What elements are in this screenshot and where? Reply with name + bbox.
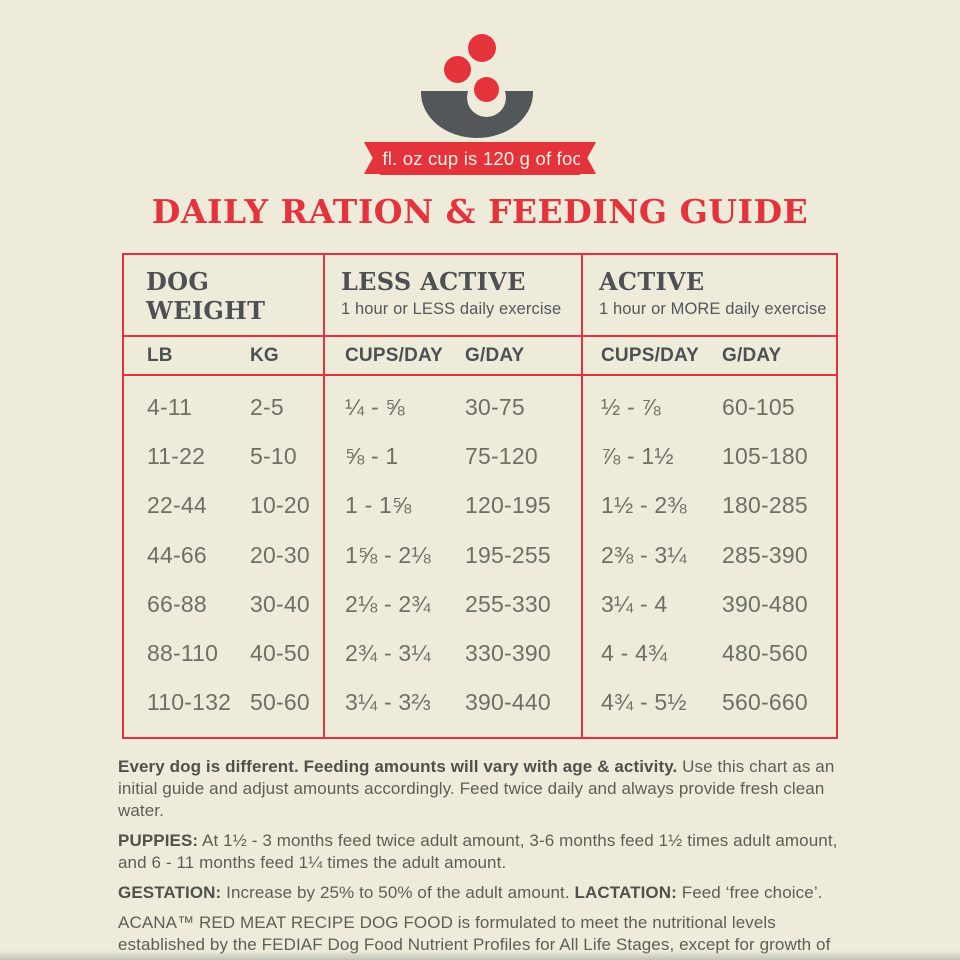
note-puppies: PUPPIES: At 1½ - 3 months feed twice adu…	[118, 830, 850, 874]
cell-kg: 10-20	[250, 492, 310, 519]
cell-kg: 20-30	[250, 541, 310, 568]
cell-a-cups: 1½ - 2⅜	[601, 492, 687, 519]
note-lead: PUPPIES:	[118, 831, 199, 850]
cell-la-cups: ¼ - ⅝	[345, 394, 405, 421]
note-text: Use this chart as an initial guide and a…	[118, 757, 835, 820]
column-group-active: ACTIVE 1 hour or MORE daily exercise	[599, 267, 827, 319]
note-lead: LACTATION:	[574, 883, 677, 902]
cell-la-g: 330-390	[465, 639, 551, 666]
table-divider	[124, 335, 836, 337]
cell-la-g: 75-120	[465, 443, 538, 470]
column-header-kg: KG	[250, 345, 279, 366]
cell-lb: 22-44	[147, 492, 207, 519]
note-lead: Every dog is different. Feeding amounts …	[118, 757, 678, 776]
table-row: 11-22 5-10 ⅝ - 1 75-120 ⅞ - 1½ 105-180	[124, 432, 836, 480]
cell-la-cups: 2⅛ - 2¾	[345, 590, 431, 617]
cell-la-g: 195-255	[465, 541, 551, 568]
note-nutrition-statement: ACANA™ RED MEAT RECIPE DOG FOOD is formu…	[118, 912, 850, 960]
column-group-dog-weight: DOG WEIGHT	[146, 267, 296, 325]
cell-a-g: 180-285	[722, 492, 808, 519]
cell-kg: 5-10	[250, 443, 297, 470]
cell-kg: 30-40	[250, 590, 310, 617]
table-row: 66-88 30-40 2⅛ - 2¾ 255-330 3¼ - 4 390-4…	[124, 580, 836, 628]
cell-a-g: 390-480	[722, 590, 808, 617]
column-header-cups-day: CUPS/DAY	[345, 345, 444, 366]
cell-la-g: 120-195	[465, 492, 551, 519]
note-gestation-lactation: GESTATION: Increase by 25% to 50% of the…	[118, 882, 850, 904]
cup-measure-ribbon: 8 fl. oz cup is 120 g of food	[367, 142, 593, 175]
cell-a-cups: ½ - ⅞	[601, 394, 661, 421]
table-divider	[581, 255, 583, 737]
group-title: ACTIVE	[599, 267, 705, 296]
page-title: DAILY RATION & FEEDING GUIDE	[151, 192, 809, 231]
cell-a-cups: 3¼ - 4	[601, 590, 668, 617]
cell-la-cups: 2¾ - 3¼	[345, 639, 431, 666]
kibble-icon	[468, 34, 496, 62]
table-row: 22-44 10-20 1 - 1⅝ 120-195 1½ - 2⅜ 180-2…	[124, 481, 836, 529]
note-lead: GESTATION:	[118, 883, 222, 902]
cell-la-g: 390-440	[465, 688, 551, 715]
table-body: 4-11 2-5 ¼ - ⅝ 30-75 ½ - ⅞ 60-105 11-22 …	[124, 376, 836, 739]
table-row: 110-132 50-60 3¼ - 3⅔ 390-440 4¾ - 5½ 56…	[124, 678, 836, 726]
cell-a-g: 105-180	[722, 443, 808, 470]
cell-a-g: 480-560	[722, 639, 808, 666]
cell-la-g: 30-75	[465, 394, 525, 421]
column-header-lb: LB	[147, 345, 173, 366]
group-title: LESS ACTIVE	[341, 267, 526, 296]
cell-la-cups: 1 - 1⅝	[345, 492, 412, 519]
group-title: DOG WEIGHT	[146, 267, 266, 325]
note-text: At 1½ - 3 months feed twice adult amount…	[118, 831, 838, 872]
kibble-icon	[444, 56, 471, 83]
column-header-cups-day: CUPS/DAY	[601, 345, 700, 366]
cell-lb: 66-88	[147, 590, 207, 617]
ribbon-text: 8 fl. oz cup is 120 g of food	[366, 147, 594, 169]
table-divider	[323, 255, 325, 737]
column-group-less-active: LESS ACTIVE 1 hour or LESS daily exercis…	[341, 267, 561, 319]
cell-lb: 11-22	[147, 443, 206, 470]
cell-a-g: 60-105	[722, 394, 795, 421]
table-row: 44-66 20-30 1⅝ - 2⅛ 195-255 2⅜ - 3¼ 285-…	[124, 531, 836, 579]
column-header-g-day: G/DAY	[722, 345, 782, 366]
group-subtitle: 1 hour or MORE daily exercise	[599, 300, 827, 318]
table-row: 88-110 40-50 2¾ - 3¼ 330-390 4 - 4¾ 480-…	[124, 629, 836, 677]
cell-lb: 88-110	[147, 639, 219, 666]
cell-a-cups: 4 - 4¾	[601, 639, 668, 666]
note-text: Feed ‘free choice’.	[676, 883, 823, 902]
feeding-table: DOG WEIGHT LESS ACTIVE 1 hour or LESS da…	[122, 253, 838, 739]
footnotes: Every dog is different. Feeding amounts …	[118, 756, 850, 960]
note-text: ACANA™ RED MEAT RECIPE DOG FOOD is formu…	[118, 913, 831, 960]
cell-la-cups: 3¼ - 3⅔	[345, 688, 431, 715]
cell-a-cups: 4¾ - 5½	[601, 688, 687, 715]
column-headers-row: LB KG CUPS/DAY G/DAY CUPS/DAY G/DAY	[124, 335, 836, 374]
cell-la-cups: ⅝ - 1	[345, 443, 399, 470]
cell-lb: 4-11	[147, 394, 193, 421]
column-header-g-day: G/DAY	[465, 345, 525, 366]
cell-a-cups: ⅞ - 1½	[601, 443, 674, 470]
cell-a-g: 560-660	[722, 688, 808, 715]
cell-kg: 40-50	[250, 639, 310, 666]
table-row: 4-11 2-5 ¼ - ⅝ 30-75 ½ - ⅞ 60-105	[124, 383, 836, 431]
group-subtitle: 1 hour or LESS daily exercise	[341, 300, 562, 318]
table-divider	[124, 374, 836, 376]
cell-a-cups: 2⅜ - 3¼	[601, 541, 687, 568]
cell-la-g: 255-330	[465, 590, 551, 617]
note-general: Every dog is different. Feeding amounts …	[118, 756, 850, 822]
cell-a-g: 285-390	[722, 541, 808, 568]
cell-lb: 44-66	[147, 541, 207, 568]
note-text: Increase by 25% to 50% of the adult amou…	[221, 883, 575, 902]
cell-la-cups: 1⅝ - 2⅛	[345, 541, 431, 568]
cell-kg: 2-5	[250, 394, 284, 421]
kibble-icon	[474, 77, 499, 102]
cell-kg: 50-60	[250, 688, 310, 715]
cell-lb: 110-132	[147, 688, 232, 715]
